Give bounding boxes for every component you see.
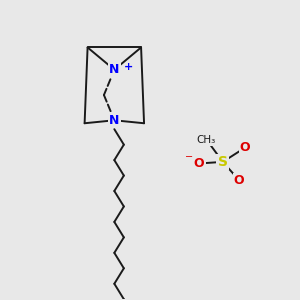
Text: S: S	[218, 155, 228, 169]
Text: O: O	[194, 157, 204, 170]
Text: O: O	[240, 141, 250, 154]
Text: N: N	[109, 63, 119, 76]
Text: O: O	[234, 174, 244, 187]
Text: +: +	[124, 62, 133, 72]
Text: −: −	[185, 152, 193, 162]
Text: N: N	[109, 114, 119, 127]
Text: CH₃: CH₃	[197, 135, 216, 145]
